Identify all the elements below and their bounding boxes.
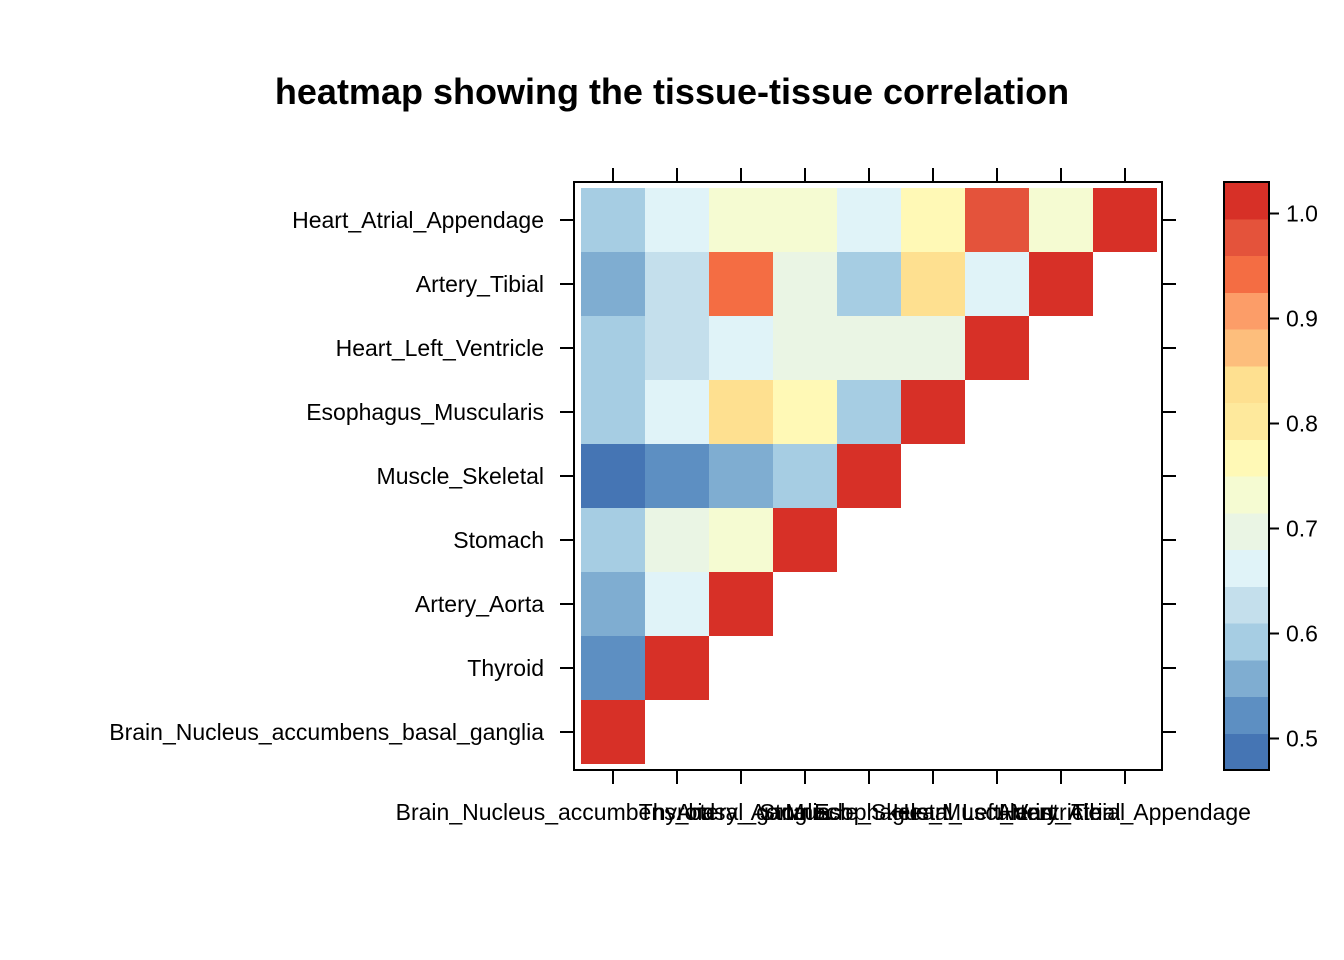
colorbar-tick-label: 0.9: [1286, 306, 1318, 332]
colorbar-tick-label: 0.8: [1286, 411, 1318, 437]
heatmap-cell-Artery_Tibial-Stomach: [773, 252, 837, 316]
colorbar-tick-label: 1.0: [1286, 201, 1318, 227]
heatmap-cell-Muscle_Skeletal-Muscle_Skeletal: [837, 444, 901, 508]
heatmap-cell-Heart_Left_Ventricle-Artery_Aorta: [709, 316, 773, 380]
x-tick-label: Heart_Atrial_Appendage: [999, 799, 1251, 825]
heatmap-cell-Artery_Tibial-Thyroid: [645, 252, 709, 316]
heatmap-cell-Stomach-Brain_Nucleus_accumbens_basal_ganglia: [581, 508, 645, 572]
colorbar-segment: [1224, 182, 1269, 220]
heatmap-cell-Heart_Left_Ventricle-Thyroid: [645, 316, 709, 380]
heatmap-cell-Heart_Atrial_Appendage-Artery_Tibial: [1029, 188, 1093, 252]
x-tick-label: Esophagus_Muscularis: [814, 799, 1052, 825]
colorbar-segment: [1224, 623, 1269, 661]
heatmap-cell-Artery_Aorta-Artery_Aorta: [709, 572, 773, 636]
heatmap-cell-Heart_Atrial_Appendage-Esophagus_Muscularis: [901, 188, 965, 252]
heatmap-cell-Heart_Left_Ventricle-Brain_Nucleus_accumbens_basal_ganglia: [581, 316, 645, 380]
heatmap-cell-Artery_Tibial-Artery_Tibial: [1029, 252, 1093, 316]
y-tick-label: Brain_Nucleus_accumbens_basal_ganglia: [109, 719, 544, 745]
y-tick-label: Heart_Atrial_Appendage: [292, 207, 544, 233]
heatmap-cell-Esophagus_Muscularis-Artery_Aorta: [709, 380, 773, 444]
heatmap-cell-Heart_Atrial_Appendage-Brain_Nucleus_accumbens_basal_ganglia: [581, 188, 645, 252]
heatmap-cell-Esophagus_Muscularis-Brain_Nucleus_accumbens_basal_ganglia: [581, 380, 645, 444]
colorbar-tick-label: 0.7: [1286, 516, 1318, 542]
heatmap-axes: Brain_Nucleus_accumbens_basal_ganglia Bra…: [109, 168, 1251, 825]
heatmap-cell-Stomach-Stomach: [773, 508, 837, 572]
colorbar: 0.5 0.6 0.7 0.8 0.9 1.0: [1223, 181, 1318, 771]
heatmap-cells: [581, 188, 1157, 764]
heatmap-cell-Muscle_Skeletal-Thyroid: [645, 444, 709, 508]
heatmap-cell-Artery_Tibial-Esophagus_Muscularis: [901, 252, 965, 316]
x-tick-label: Artery_Tibial: [997, 799, 1125, 825]
y-tick-label: Muscle_Skeletal: [377, 463, 544, 489]
heatmap-cell-Esophagus_Muscularis-Stomach: [773, 380, 837, 444]
chart-title: heatmap showing the tissue-tissue correl…: [275, 71, 1069, 112]
colorbar-frame: [1223, 181, 1270, 771]
heatmap-cell-Heart_Atrial_Appendage-Stomach: [773, 188, 837, 252]
heatmap-cell-Heart_Atrial_Appendage-Heart_Atrial_Appendage: [1093, 188, 1157, 252]
heatmap-cell-Artery_Aorta-Brain_Nucleus_accumbens_basal_ganglia: [581, 572, 645, 636]
colorbar-segment: [1224, 659, 1269, 697]
x-tick-label: Thyroid: [639, 799, 716, 825]
heatmap-cell-Muscle_Skeletal-Stomach: [773, 444, 837, 508]
colorbar-segment: [1224, 365, 1269, 403]
heatmap-cell-Heart_Atrial_Appendage-Heart_Left_Ventricle: [965, 188, 1029, 252]
y-tick-label: Stomach: [453, 527, 544, 553]
x-tick-label: Brain_Nucleus_accumbens_basal_ganglia: [396, 799, 831, 825]
heatmap-cell-Esophagus_Muscularis-Thyroid: [645, 380, 709, 444]
heatmap-cell-Heart_Left_Ventricle-Heart_Left_Ventricle: [965, 316, 1029, 380]
heatmap-cell-Heart_Left_Ventricle-Esophagus_Muscularis: [901, 316, 965, 380]
heatmap-cell-Artery_Tibial-Brain_Nucleus_accumbens_basal_ganglia: [581, 252, 645, 316]
heatmap-cell-Artery_Tibial-Muscle_Skeletal: [837, 252, 901, 316]
colorbar-segment: [1224, 476, 1269, 514]
y-tick-label: Heart_Left_Ventricle: [336, 335, 544, 361]
heatmap-cell-Stomach-Artery_Aorta: [709, 508, 773, 572]
heatmap-cell-Artery_Aorta-Thyroid: [645, 572, 709, 636]
heatmap-cell-Esophagus_Muscularis-Esophagus_Muscularis: [901, 380, 965, 444]
colorbar-segment: [1224, 255, 1269, 293]
heatmap-cell-Heart_Left_Ventricle-Stomach: [773, 316, 837, 380]
colorbar-segment: [1224, 512, 1269, 550]
heatmap-cell-Stomach-Thyroid: [645, 508, 709, 572]
heatmap-cell-Artery_Tibial-Artery_Aorta: [709, 252, 773, 316]
colorbar-segment: [1224, 402, 1269, 440]
colorbar-segment: [1224, 218, 1269, 256]
colorbar-segment: [1224, 586, 1269, 624]
heatmap-cell-Heart_Atrial_Appendage-Thyroid: [645, 188, 709, 252]
colorbar-tick-label: 0.5: [1286, 726, 1318, 752]
x-tick-label: Heart_Left_Ventricle: [893, 799, 1101, 825]
heatmap-cell-Thyroid-Thyroid: [645, 636, 709, 700]
heatmap-cell-Brain_Nucleus_accumbens_basal_ganglia-Brain_Nucleus_accumbens_basal_ganglia: [581, 700, 645, 764]
y-tick-label: Thyroid: [467, 655, 544, 681]
colorbar-segment: [1224, 696, 1269, 734]
colorbar-segment: [1224, 549, 1269, 587]
heatmap-cell-Muscle_Skeletal-Brain_Nucleus_accumbens_basal_ganglia: [581, 444, 645, 508]
x-tick-label: Stomach: [760, 799, 851, 825]
colorbar-segment: [1224, 439, 1269, 477]
heatmap-cell-Heart_Atrial_Appendage-Muscle_Skeletal: [837, 188, 901, 252]
heatmap-cell-Heart_Atrial_Appendage-Artery_Aorta: [709, 188, 773, 252]
heatmap-cell-Heart_Left_Ventricle-Muscle_Skeletal: [837, 316, 901, 380]
y-tick-label: Artery_Aorta: [415, 591, 544, 617]
colorbar-segment: [1224, 329, 1269, 367]
colorbar-segment: [1224, 292, 1269, 330]
y-tick-label: Artery_Tibial: [416, 271, 544, 297]
x-tick-label: Artery_Aorta: [676, 799, 805, 825]
heatmap-cell-Artery_Tibial-Heart_Left_Ventricle: [965, 252, 1029, 316]
y-tick-label: Esophagus_Muscularis: [306, 399, 544, 425]
colorbar-segment: [1224, 733, 1269, 771]
heatmap-cell-Thyroid-Brain_Nucleus_accumbens_basal_ganglia: [581, 636, 645, 700]
colorbar-tick-label: 0.6: [1286, 621, 1318, 647]
heatmap-cell-Muscle_Skeletal-Artery_Aorta: [709, 444, 773, 508]
x-tick-label: Muscle_Skeletal: [785, 799, 952, 825]
heatmap-cell-Esophagus_Muscularis-Muscle_Skeletal: [837, 380, 901, 444]
